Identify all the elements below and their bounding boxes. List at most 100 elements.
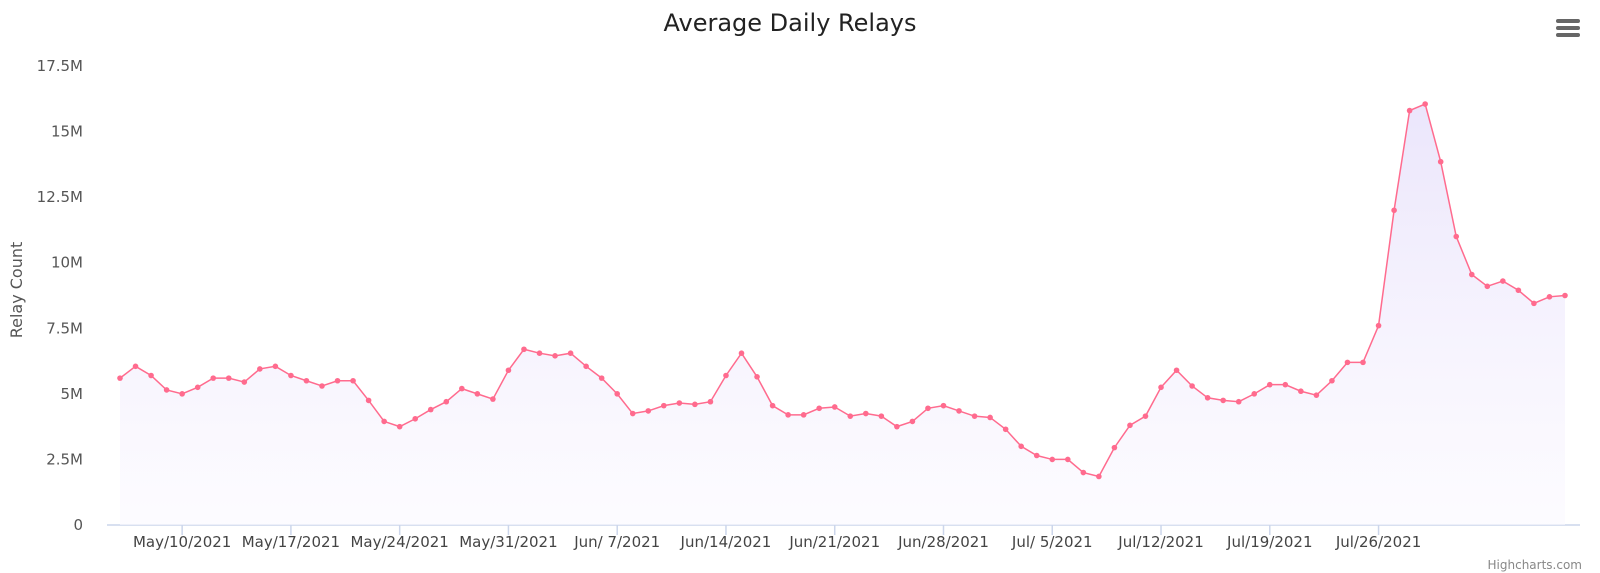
data-point[interactable]	[629, 410, 636, 417]
data-point[interactable]	[1500, 278, 1506, 284]
data-point[interactable]	[381, 418, 387, 425]
data-point[interactable]	[179, 391, 185, 397]
data-point[interactable]	[1127, 422, 1133, 429]
data-point[interactable]	[738, 350, 745, 357]
data-point[interactable]	[1562, 292, 1568, 299]
data-point[interactable]	[1531, 300, 1537, 307]
data-point[interactable]	[350, 377, 356, 384]
data-point[interactable]	[1096, 473, 1102, 480]
data-point[interactable]	[863, 410, 869, 417]
data-point[interactable]	[831, 404, 838, 410]
data-point[interactable]	[723, 372, 729, 379]
data-point[interactable]	[800, 412, 807, 418]
data-point[interactable]	[412, 415, 419, 422]
data-point[interactable]	[1453, 233, 1460, 240]
data-point[interactable]	[583, 363, 589, 370]
data-point[interactable]	[1142, 413, 1149, 419]
data-point[interactable]	[319, 383, 325, 389]
data-point[interactable]	[1468, 271, 1475, 278]
x-tick-label: Jul/19/2021	[1226, 533, 1312, 551]
data-point[interactable]	[1158, 384, 1164, 391]
data-point[interactable]	[707, 398, 714, 405]
data-point[interactable]	[598, 375, 605, 381]
data-point[interactable]	[365, 397, 372, 404]
data-point[interactable]	[1422, 101, 1428, 107]
x-tick-label: May/31/2021	[459, 533, 557, 551]
data-point[interactable]	[1049, 456, 1056, 463]
data-point[interactable]	[1298, 388, 1304, 395]
data-point[interactable]	[1189, 383, 1195, 389]
data-point[interactable]	[1546, 294, 1553, 300]
data-point[interactable]	[288, 372, 294, 379]
data-point[interactable]	[878, 413, 885, 419]
data-point[interactable]	[1437, 158, 1444, 165]
data-point[interactable]	[1313, 392, 1320, 398]
data-point[interactable]	[1033, 452, 1040, 459]
data-point[interactable]	[614, 391, 620, 397]
data-point[interactable]	[1484, 283, 1491, 290]
data-point[interactable]	[1111, 444, 1118, 451]
data-point[interactable]	[241, 379, 248, 385]
data-point[interactable]	[505, 367, 512, 374]
data-point[interactable]	[661, 402, 667, 409]
credits-link[interactable]: Highcharts.com	[1488, 558, 1582, 572]
data-point[interactable]	[769, 402, 776, 409]
data-point[interactable]	[536, 350, 543, 357]
data-point[interactable]	[816, 405, 822, 412]
data-point[interactable]	[956, 408, 962, 414]
data-point[interactable]	[427, 406, 434, 413]
data-point[interactable]	[1065, 456, 1071, 463]
data-point[interactable]	[1282, 381, 1289, 388]
data-point[interactable]	[257, 366, 263, 372]
data-point[interactable]	[987, 414, 993, 421]
data-point[interactable]	[474, 391, 481, 397]
x-tick-label: Jun/14/2021	[680, 533, 772, 551]
hamburger-menu-icon[interactable]	[1548, 10, 1588, 46]
data-point[interactable]	[1375, 322, 1382, 329]
data-point[interactable]	[334, 377, 341, 384]
data-point[interactable]	[521, 346, 527, 353]
data-point[interactable]	[1173, 367, 1180, 374]
data-point[interactable]	[567, 350, 574, 357]
data-point[interactable]	[117, 375, 123, 381]
data-point[interactable]	[194, 384, 201, 391]
data-point[interactable]	[210, 375, 217, 381]
data-point[interactable]	[552, 353, 558, 359]
data-point[interactable]	[1002, 426, 1009, 433]
data-point[interactable]	[1515, 287, 1522, 294]
data-point[interactable]	[940, 402, 947, 409]
data-point[interactable]	[909, 418, 916, 425]
data-point[interactable]	[443, 398, 450, 405]
data-point[interactable]	[1204, 394, 1211, 401]
data-point[interactable]	[1251, 391, 1258, 397]
data-point[interactable]	[894, 423, 900, 430]
data-point[interactable]	[676, 400, 683, 406]
data-point[interactable]	[754, 374, 760, 380]
data-point[interactable]	[1235, 398, 1242, 405]
data-point[interactable]	[1080, 469, 1087, 476]
data-point[interactable]	[132, 363, 139, 370]
data-point[interactable]	[303, 377, 310, 384]
data-point[interactable]	[1391, 207, 1397, 214]
data-point[interactable]	[925, 405, 931, 412]
data-point[interactable]	[163, 387, 170, 393]
data-point[interactable]	[971, 413, 978, 419]
data-point[interactable]	[396, 423, 403, 430]
data-point[interactable]	[225, 375, 232, 381]
data-point[interactable]	[490, 396, 496, 402]
data-point[interactable]	[847, 413, 854, 419]
data-point[interactable]	[148, 372, 154, 379]
data-point[interactable]	[1329, 377, 1335, 384]
data-point[interactable]	[272, 363, 279, 370]
data-point[interactable]	[1344, 359, 1351, 366]
data-point[interactable]	[692, 401, 698, 408]
data-point[interactable]	[1220, 397, 1226, 404]
data-point[interactable]	[459, 385, 465, 392]
data-point[interactable]	[1360, 359, 1366, 366]
x-tick-label: Jul/ 5/2021	[1011, 533, 1093, 551]
data-point[interactable]	[1018, 443, 1024, 450]
data-point[interactable]	[785, 412, 791, 418]
data-point[interactable]	[645, 408, 652, 414]
data-point[interactable]	[1406, 107, 1413, 114]
data-point[interactable]	[1266, 381, 1273, 388]
